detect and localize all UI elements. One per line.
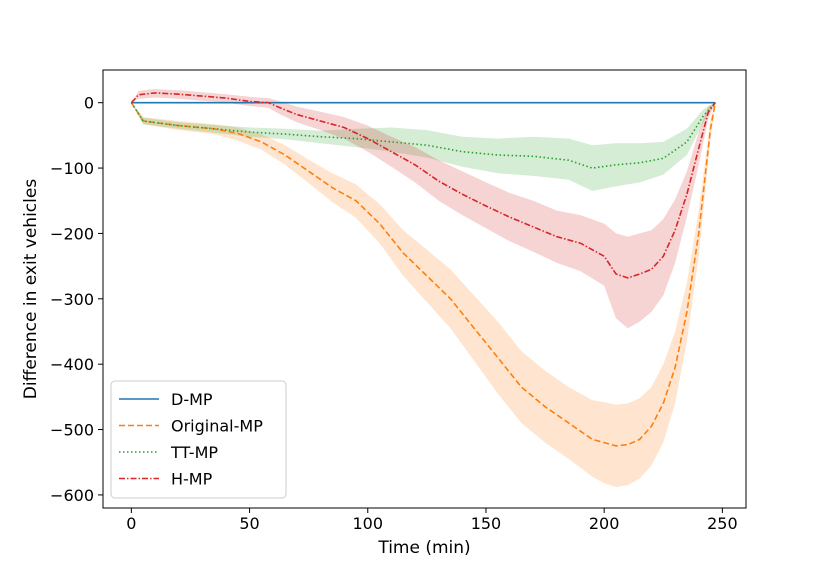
y-tick-label: −100: [50, 159, 94, 178]
plot-frame: [102, 69, 747, 509]
x-tick-label: 100: [352, 514, 383, 533]
legend-label-original-mp: Original-MP: [171, 417, 263, 436]
x-tick-label: 250: [707, 514, 738, 533]
y-axis-label: Difference in exit vehicles: [21, 179, 41, 400]
legend-label-tt-mp: TT-MP: [170, 443, 218, 462]
x-tick-label: 0: [126, 514, 136, 533]
line-original-mp: [130, 102, 717, 447]
y-tick-label: −600: [50, 486, 94, 505]
legend-box: [110, 380, 287, 499]
band-tt-mp: [131, 102, 716, 191]
y-tick-label: −200: [50, 224, 94, 243]
y-axis-ticks: 0 −100 −200 −300 −400 −500 −600: [50, 94, 103, 505]
confidence-bands: [131, 89, 716, 488]
x-tick-label: 150: [471, 514, 502, 533]
y-tick-label: −300: [50, 290, 94, 309]
band-original-mp: [131, 102, 716, 488]
legend-label-h-mp: H-MP: [171, 470, 213, 489]
x-axis-label: Time (min): [377, 538, 470, 558]
y-tick-label: 0: [84, 94, 94, 113]
y-tick-label: −500: [50, 421, 94, 440]
legend: D-MP Original-MP TT-MP H-MP: [110, 380, 287, 499]
line-tt-mp: [130, 102, 716, 169]
x-axis-ticks: 0 50 100 150 200 250: [126, 508, 738, 533]
band-h-mp: [131, 89, 716, 329]
legend-label-d-mp: D-MP: [171, 390, 213, 409]
y-tick-label: −400: [50, 355, 94, 374]
series-lines: [130, 92, 717, 447]
x-tick-label: 200: [589, 514, 620, 533]
x-tick-label: 50: [239, 514, 259, 533]
line-h-mp: [130, 92, 716, 279]
